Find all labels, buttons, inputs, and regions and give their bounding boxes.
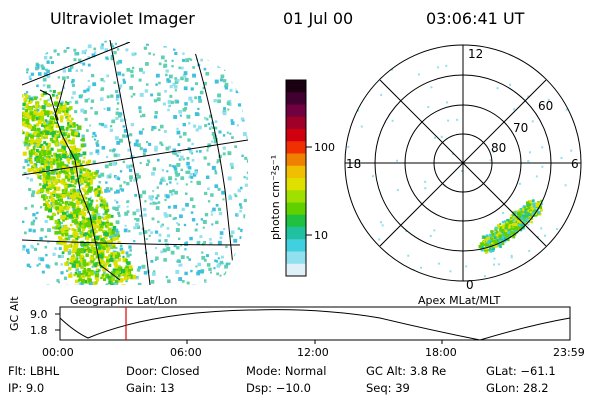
status-flt: Flt: LBHL — [8, 364, 59, 378]
status-seq: Seq: 39 — [366, 381, 410, 395]
mlat-label-70: 70 — [513, 121, 528, 135]
mlat-label-60: 60 — [538, 99, 553, 113]
status-gcalt-value: 3.8 Re — [409, 364, 447, 378]
x-tick-label-0000: 00:00 — [42, 346, 74, 359]
status-ip: IP: 9.0 — [8, 381, 44, 395]
x-tick-label-0600: 06:00 — [170, 346, 202, 359]
x-tick-label-1800: 18:00 — [425, 346, 457, 359]
polar-diagonal-2 — [379, 79, 547, 247]
polar-plot: 12 18 6 0 60 70 80 — [344, 44, 582, 292]
status-dsp: Dsp: −10.0 — [246, 381, 311, 395]
geographic-image — [22, 40, 248, 285]
status-flt-value: LBHL — [29, 364, 60, 378]
colorbar-gradient — [286, 80, 306, 277]
polar-label: Apex MLat/MLT — [418, 294, 501, 307]
y-tick-label-9: 9.0 — [30, 308, 48, 321]
colorbar-label-100: 100 — [314, 141, 335, 154]
status-door-value: Closed — [160, 364, 200, 378]
time-text: 03:06:41 UT — [426, 9, 525, 28]
altitude-curve — [59, 309, 571, 341]
status-gcalt-label: GC Alt: — [366, 364, 407, 378]
status-flt-label: Flt: — [8, 364, 27, 378]
status-glat-label: GLat: — [486, 364, 517, 378]
colorbar: 100 10 photon cm⁻²s⁻¹ — [269, 79, 335, 277]
mlat-label-80: 80 — [491, 141, 506, 155]
instrument-title: Ultraviolet Imager — [50, 9, 195, 28]
status-ip-label: IP: — [8, 381, 23, 395]
x-tick-label-2359: 23:59 — [553, 346, 585, 359]
mlt-label-0: 0 — [466, 278, 474, 292]
colorbar-frame — [285, 79, 307, 277]
altitude-axis-label: GC Alt — [8, 296, 21, 331]
geographic-label: Geographic Lat/Lon — [70, 294, 178, 307]
status-seq-value: 39 — [395, 381, 410, 395]
geographic-grid — [22, 40, 248, 285]
polar-emission — [347, 57, 581, 281]
status-dsp-value: −10.0 — [275, 381, 311, 395]
y-tick-label-1_8: 1.8 — [30, 324, 48, 337]
status-gain-value: 13 — [159, 381, 175, 395]
mlt-label-18: 18 — [346, 157, 361, 171]
date-text: 01 Jul 00 — [283, 9, 354, 28]
colorbar-unit-label: photon cm⁻²s⁻¹ — [269, 155, 282, 240]
status-glon-label: GLon: — [486, 381, 520, 395]
status-gcalt: GC Alt: 3.8 Re — [366, 364, 446, 378]
status-mode-label: Mode: — [246, 364, 282, 378]
mlt-label-12: 12 — [468, 47, 483, 61]
x-tick-label-1200: 12:00 — [297, 346, 329, 359]
status-glat-value: −61.1 — [520, 364, 556, 378]
status-mode-value: Normal — [284, 364, 327, 378]
status-door-label: Door: — [126, 364, 158, 378]
status-mode: Mode: Normal — [246, 364, 326, 378]
status-ip-value: 9.0 — [25, 381, 45, 395]
status-gain-label: Gain: — [126, 381, 157, 395]
altitude-plot — [55, 306, 571, 344]
status-dsp-label: Dsp: — [246, 381, 273, 395]
status-seq-label: Seq: — [366, 381, 392, 395]
geographic-emission — [22, 40, 248, 285]
mlt-label-6: 6 — [571, 157, 579, 171]
colorbar-label-10: 10 — [314, 229, 328, 242]
status-door: Door: Closed — [126, 364, 200, 378]
status-glat: GLat: −61.1 — [486, 364, 556, 378]
altitude-frame — [59, 306, 571, 341]
status-gain: Gain: 13 — [126, 381, 175, 395]
status-glon: GLon: 28.2 — [486, 381, 549, 395]
status-glon-value: 28.2 — [522, 381, 549, 395]
